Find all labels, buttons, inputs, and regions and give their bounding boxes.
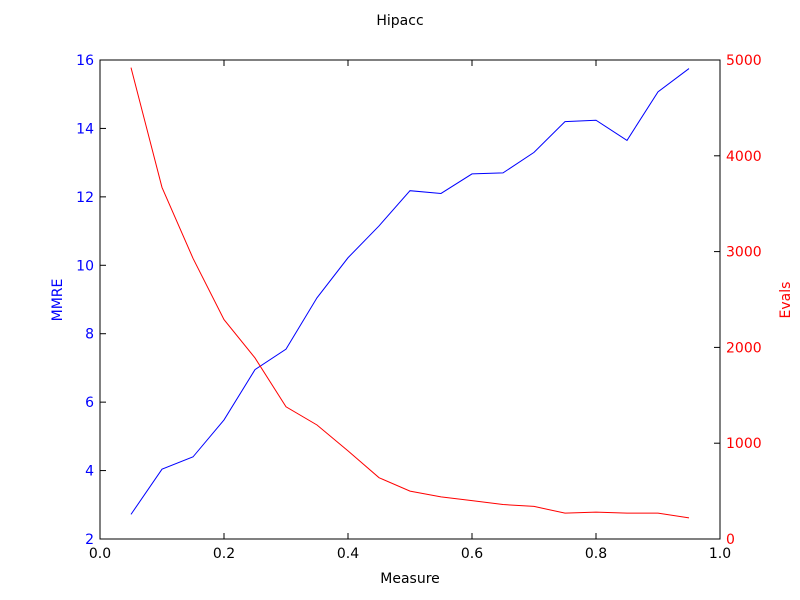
y-left-tick-label: 6 [85, 395, 94, 411]
y-right-tick-label: 4000 [726, 149, 762, 165]
y-left-tick-label: 14 [76, 121, 94, 137]
x-ticks: 0.0 0.2 0.4 0.6 0.8 1.0 [89, 60, 731, 562]
plot-frame [99, 59, 721, 540]
x-tick-label: 1.0 [709, 546, 731, 562]
y-right-tick-label: 5000 [726, 53, 762, 69]
y-right-tick-label: 3000 [726, 245, 762, 261]
y-left-tick-label: 2 [85, 532, 94, 548]
chart-title: Hipacc [376, 13, 423, 29]
evals-series-line [130, 67, 690, 519]
y-left-tick-label: 12 [76, 190, 94, 206]
x-tick-label: 0.0 [89, 546, 111, 562]
y-ticks-right: 0 1000 2000 3000 4000 5000 [714, 53, 762, 548]
x-tick-label: 0.2 [213, 546, 235, 562]
y-right-tick-label: 0 [726, 532, 735, 548]
x-axis-label: Measure [380, 571, 440, 587]
x-tick-label: 0.8 [585, 546, 607, 562]
y-ticks-left: 2 4 6 8 10 12 14 16 [76, 53, 106, 548]
y-axis-label-left: MMRE [50, 279, 66, 322]
y-left-tick-label: 10 [76, 258, 94, 274]
y-left-tick-label: 4 [85, 464, 94, 480]
x-tick-label: 0.6 [461, 546, 483, 562]
y-left-tick-label: 16 [76, 53, 94, 69]
y-right-tick-label: 2000 [726, 340, 762, 356]
y-right-tick-label: 1000 [726, 436, 762, 452]
mmre-series-line [130, 68, 690, 515]
y-left-tick-label: 8 [85, 327, 94, 343]
series-layer [130, 67, 690, 519]
y-axis-label-right: Evals [778, 282, 794, 319]
x-tick-label: 0.4 [337, 546, 359, 562]
